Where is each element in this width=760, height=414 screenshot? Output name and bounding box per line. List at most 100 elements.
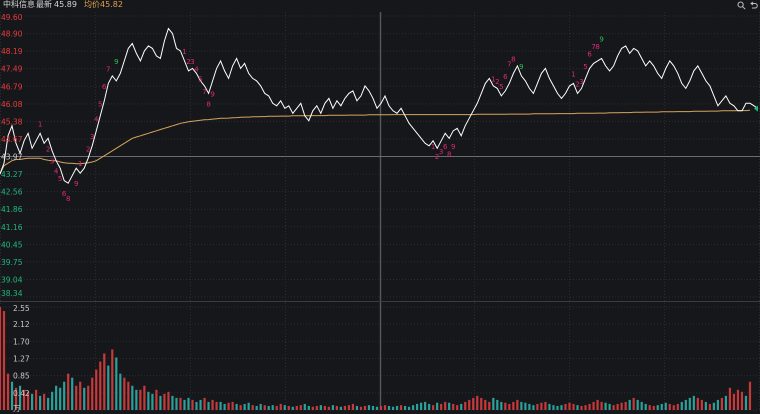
latest-price-value: 45.89 <box>54 0 77 9</box>
volume-bar <box>2 311 6 410</box>
sequence-label: 2 <box>46 145 50 153</box>
volume-bar <box>327 406 330 410</box>
price-tick-label: 48.90 <box>1 30 23 39</box>
volume-bar <box>500 401 503 410</box>
volume-bar <box>528 403 531 410</box>
volume-bar <box>624 401 627 410</box>
volume-bar <box>556 405 559 410</box>
volume-bar <box>247 402 250 410</box>
volume-bar <box>351 403 355 410</box>
volume-bar <box>307 405 310 410</box>
volume-bar <box>91 377 94 410</box>
sequence-label: 2 <box>575 80 579 88</box>
sequence-label: 9 <box>599 35 603 43</box>
volume-bar <box>472 397 475 410</box>
sequence-label: 6 <box>587 50 592 58</box>
return-icon[interactable] <box>748 1 758 10</box>
volume-bar <box>620 402 623 410</box>
volume-bar <box>604 402 607 410</box>
sequence-label: 9 <box>210 90 214 98</box>
volume-bar <box>347 405 351 410</box>
volume-bar <box>51 391 54 410</box>
volume-bar <box>175 397 178 410</box>
volume-bar <box>143 385 146 410</box>
volume-bar <box>87 385 90 410</box>
volume-bar <box>375 406 379 410</box>
volume-bar <box>147 391 150 410</box>
volume-bar <box>79 381 82 410</box>
volume-bars <box>0 307 752 410</box>
volume-bar <box>211 399 214 410</box>
volume-bar <box>628 399 631 410</box>
volume-bar <box>684 399 687 410</box>
volume-bar <box>231 401 234 410</box>
volume-bar <box>732 393 736 410</box>
volume-bar <box>367 405 371 410</box>
volume-bar <box>464 401 467 410</box>
volume-bar <box>740 391 744 410</box>
volume-bar <box>548 403 551 410</box>
volume-bar <box>331 405 334 410</box>
volume-bar <box>744 395 748 410</box>
volume-bar <box>159 395 162 410</box>
volume-bar <box>171 395 174 410</box>
volume-bar <box>652 405 655 410</box>
sequence-label: 5 <box>98 100 102 108</box>
volume-bar <box>22 389 26 410</box>
volume-bar <box>99 361 102 410</box>
volume-bar <box>436 402 439 410</box>
volume-bar <box>83 387 86 410</box>
volume-bar <box>720 397 724 410</box>
volume-bar <box>616 403 619 410</box>
sequence-label: 2 <box>495 78 499 86</box>
price-tick-label: 49.60 <box>1 13 23 22</box>
average-price-line <box>0 109 751 175</box>
volume-bar <box>536 403 539 410</box>
volume-bar <box>444 401 447 410</box>
sequence-label: 4 <box>54 168 59 176</box>
volume-bar <box>504 402 507 410</box>
volume-bar <box>355 405 359 410</box>
volume-bar <box>179 397 182 410</box>
volume-bar <box>107 365 110 410</box>
volume-bar <box>47 397 50 410</box>
volume-bar <box>440 403 443 410</box>
volume-bar <box>612 405 615 410</box>
volume-tick-label: 1.27 <box>13 355 30 364</box>
volume-bar <box>572 403 575 410</box>
volume-bar <box>275 405 278 410</box>
sequence-label: 4 <box>94 115 99 123</box>
volume-bar <box>131 385 134 410</box>
volume-bar <box>728 387 732 410</box>
price-tick-label: 42.56 <box>1 188 23 197</box>
volume-bar <box>492 397 495 410</box>
volume-bar <box>379 405 383 410</box>
sequence-label: 3 <box>50 158 54 166</box>
volume-bar <box>155 389 158 410</box>
volume-bar <box>255 405 258 410</box>
volume-bar <box>163 393 166 410</box>
volume-bar <box>311 406 314 410</box>
volume-bar <box>235 403 238 410</box>
sequence-label: 4 <box>194 65 199 73</box>
volume-bar <box>516 399 519 410</box>
sequence-label: 5 <box>198 75 202 83</box>
volume-bar <box>303 403 306 410</box>
volume-bar <box>576 405 579 410</box>
price-tick-label: 39.04 <box>1 275 23 284</box>
volume-bar <box>468 399 471 410</box>
volume-bar <box>219 401 222 410</box>
volume-bar <box>640 401 643 410</box>
sequence-label: 9 <box>74 180 78 188</box>
volume-bar <box>411 405 415 410</box>
price-tick-label: 47.49 <box>1 65 23 74</box>
chart-grid <box>0 12 760 411</box>
volume-bar <box>199 399 202 410</box>
volume-bar <box>223 403 226 410</box>
volume-bar <box>484 399 487 410</box>
search-icon[interactable] <box>736 1 746 10</box>
volume-bar <box>207 401 210 410</box>
volume-bar <box>14 387 18 410</box>
